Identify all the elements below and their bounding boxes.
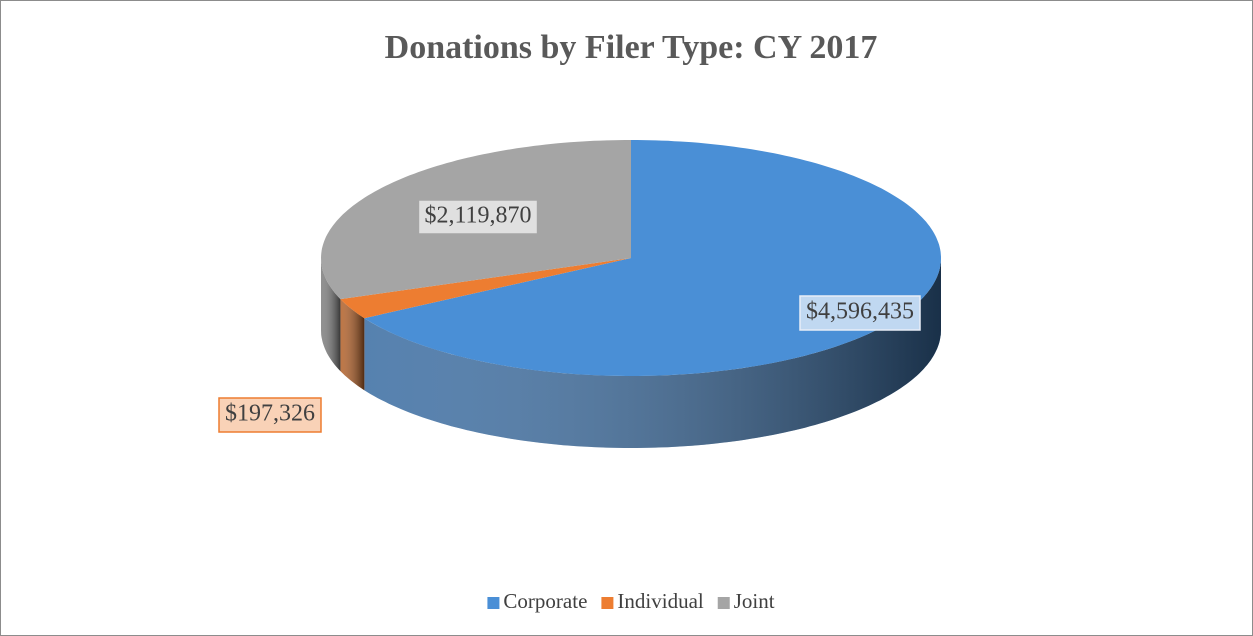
slice-side-shade xyxy=(340,299,365,391)
slice-side-shade xyxy=(321,258,341,372)
data-label: $2,119,870 xyxy=(424,203,531,229)
data-label-box xyxy=(218,397,322,433)
slice xyxy=(364,140,941,376)
legend-label: Joint xyxy=(734,589,775,613)
legend-swatch xyxy=(717,597,730,609)
legend-swatch xyxy=(601,597,614,609)
data-label: $4,596,435 xyxy=(806,299,914,325)
legend-swatch xyxy=(487,597,500,609)
slice xyxy=(340,258,631,319)
legend-label: Corporate xyxy=(503,589,587,613)
data-label-box xyxy=(417,199,539,235)
legend-label: Individual xyxy=(617,589,703,613)
data-label: $197,326 xyxy=(225,401,315,427)
data-label-box xyxy=(799,295,921,331)
slice-side-shade xyxy=(364,258,941,448)
chart-title: Donations by Filer Type: CY 2017 xyxy=(385,29,878,66)
